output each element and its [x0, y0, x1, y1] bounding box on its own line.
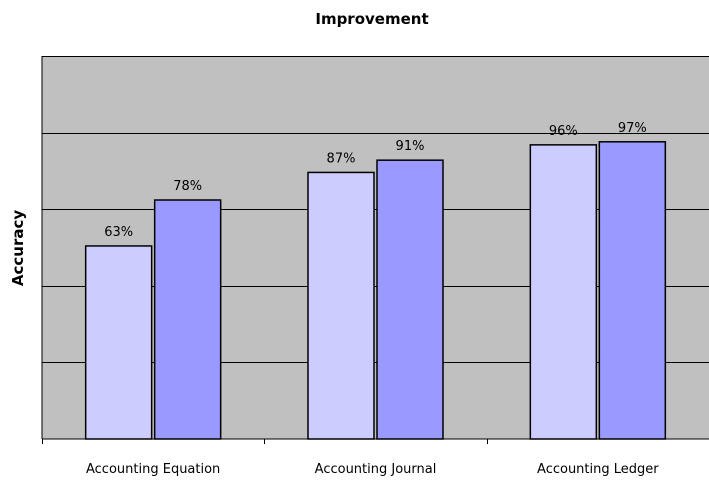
data-label: 97%: [618, 121, 647, 136]
data-label: 91%: [396, 139, 425, 154]
plot-area: [42, 56, 709, 439]
bar-series-2-2: [376, 159, 444, 440]
x-axis: [41, 56, 709, 444]
y-axis-title: Accuracy: [9, 210, 27, 286]
bar-series-1-1: [84, 245, 153, 440]
data-labels: 63% 78% 87% 91% 96% 97%: [104, 121, 647, 240]
category-label: Accounting Ledger: [537, 462, 659, 477]
gridlines: [42, 56, 709, 363]
data-label: 87%: [327, 151, 356, 166]
data-label: 78%: [173, 179, 202, 194]
bar-series-2-1: [153, 199, 222, 440]
bar-series-1-3: [529, 144, 598, 440]
data-label: 96%: [549, 124, 578, 139]
data-label: 63%: [104, 225, 133, 240]
bar-series-1-2: [307, 171, 375, 440]
chart-title: Improvement: [315, 10, 428, 28]
category-labels: Accounting Equation Accounting Journal Acc…: [86, 462, 659, 477]
bar-series-2-3: [598, 141, 667, 440]
category-label: Accounting Journal: [315, 462, 437, 477]
bars: [84, 141, 667, 440]
category-label: Accounting Equation: [86, 462, 220, 477]
